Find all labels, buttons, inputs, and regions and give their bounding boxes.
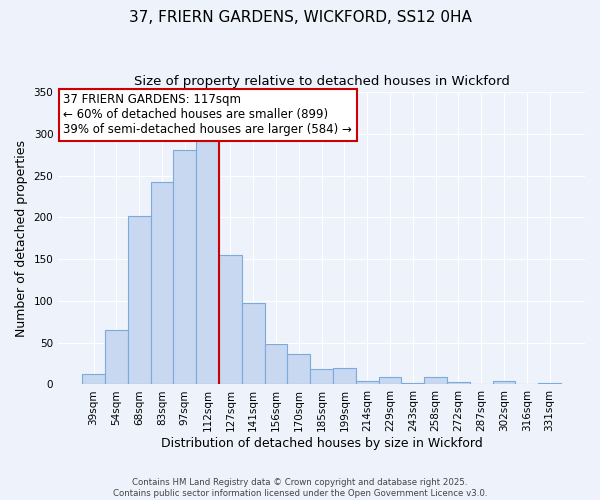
Bar — [379, 377, 401, 384]
Bar — [173, 150, 196, 384]
Bar — [447, 382, 470, 384]
Bar — [151, 182, 173, 384]
Bar — [401, 383, 424, 384]
Bar — [265, 344, 287, 385]
Bar — [287, 354, 310, 384]
Bar — [424, 377, 447, 384]
Bar — [333, 368, 356, 384]
Bar — [538, 383, 561, 384]
Text: 37, FRIERN GARDENS, WICKFORD, SS12 0HA: 37, FRIERN GARDENS, WICKFORD, SS12 0HA — [128, 10, 472, 25]
Bar — [242, 302, 265, 384]
Bar — [105, 330, 128, 384]
Y-axis label: Number of detached properties: Number of detached properties — [15, 140, 28, 336]
Title: Size of property relative to detached houses in Wickford: Size of property relative to detached ho… — [134, 75, 509, 88]
Bar — [82, 374, 105, 384]
Bar — [310, 370, 333, 384]
Bar — [128, 216, 151, 384]
Bar — [219, 255, 242, 384]
Bar — [356, 381, 379, 384]
Bar — [493, 381, 515, 384]
Text: 37 FRIERN GARDENS: 117sqm
← 60% of detached houses are smaller (899)
39% of semi: 37 FRIERN GARDENS: 117sqm ← 60% of detac… — [64, 94, 352, 136]
Bar — [196, 142, 219, 384]
X-axis label: Distribution of detached houses by size in Wickford: Distribution of detached houses by size … — [161, 437, 482, 450]
Text: Contains HM Land Registry data © Crown copyright and database right 2025.
Contai: Contains HM Land Registry data © Crown c… — [113, 478, 487, 498]
